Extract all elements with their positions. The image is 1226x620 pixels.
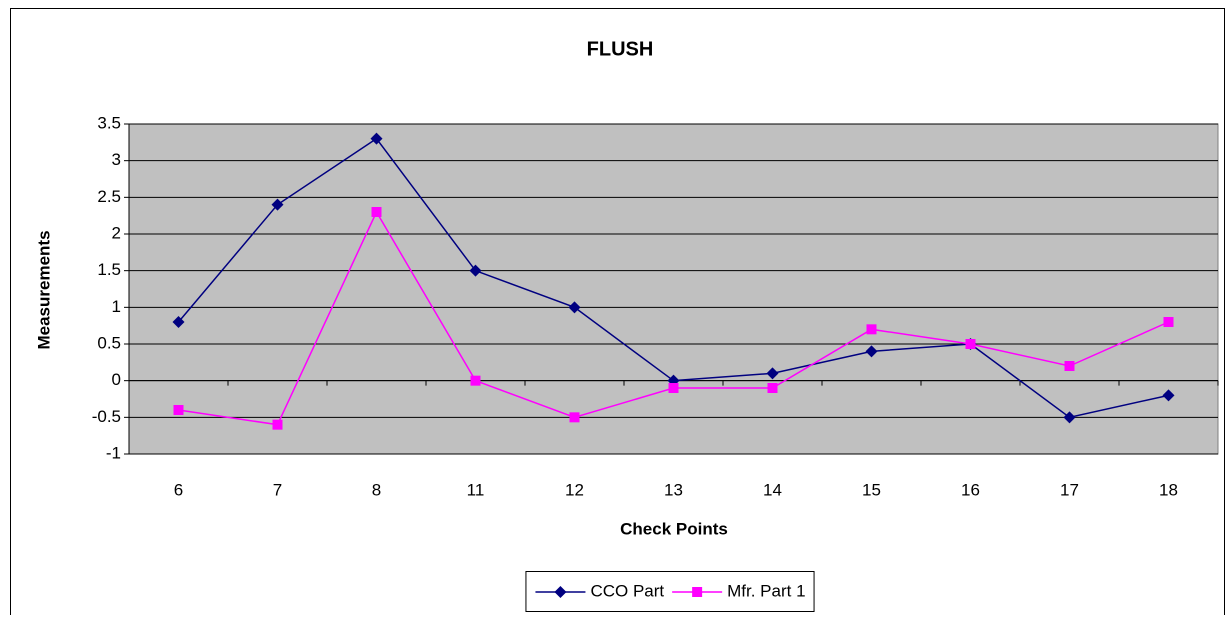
marker [767, 383, 778, 393]
y-tick-label: -0.5 [92, 407, 121, 426]
marker [554, 586, 567, 598]
x-tick-label: 12 [565, 480, 584, 499]
x-axis-title: Check Points [620, 519, 728, 538]
marker [370, 132, 383, 145]
x-tick-label: 14 [763, 480, 782, 499]
marker [469, 264, 482, 277]
marker [371, 207, 382, 217]
marker [1162, 389, 1175, 402]
y-tick-label: 3 [112, 150, 121, 169]
marker [568, 301, 581, 314]
y-tick-label: 2.5 [97, 187, 121, 206]
x-tick-label: 16 [961, 480, 980, 499]
x-tick-label: 11 [467, 480, 485, 499]
y-axis-title: Measurements [34, 230, 53, 349]
x-tick-label: 13 [664, 480, 683, 499]
marker [1063, 411, 1076, 424]
marker [1163, 317, 1174, 327]
legend-label: Mfr. Part 1 [727, 581, 805, 600]
x-tick-label: 8 [372, 480, 381, 499]
y-tick-label: 1.5 [97, 260, 121, 279]
y-tick-label: 1 [112, 297, 121, 316]
marker [172, 316, 185, 328]
y-tick-label: 0 [112, 370, 121, 389]
x-tick-label: 18 [1159, 480, 1178, 499]
x-tick-label: 7 [273, 480, 282, 499]
marker [965, 339, 976, 349]
y-tick-label: 0.5 [97, 333, 121, 352]
legend-label: CCO Part [590, 581, 664, 600]
x-tick-label: 6 [174, 480, 183, 499]
marker [271, 198, 284, 211]
marker [866, 324, 877, 335]
y-tick-label: 2 [112, 223, 121, 242]
marker [865, 345, 878, 358]
x-tick-label: 15 [862, 480, 881, 499]
chart-title: FLUSH [587, 38, 654, 60]
plot-area [128, 123, 1219, 455]
marker [692, 587, 703, 597]
y-tick-label: 3.5 [97, 113, 121, 132]
marker [668, 383, 679, 393]
marker [766, 367, 779, 380]
marker [272, 419, 283, 430]
marker [470, 375, 481, 386]
legend: CCO Part Mfr. Part 1 [525, 571, 815, 612]
y-tick-label: -1 [106, 443, 121, 462]
marker [1064, 361, 1075, 371]
x-tick-label: 17 [1060, 480, 1079, 499]
marker [173, 405, 184, 415]
marker [569, 412, 580, 423]
